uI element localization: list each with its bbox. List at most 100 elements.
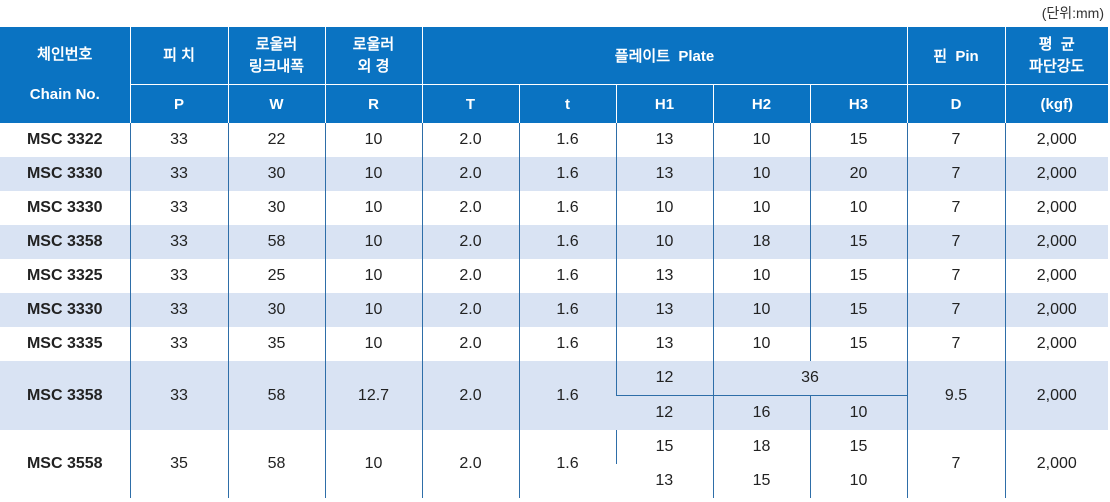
cell-H1: 13 [615,293,713,327]
chain-spec-table: 체인번호 Chain No. 피 치 로울러 링크내폭 로울러 외 경 플레이트… [0,27,1108,498]
cell-T: 2.0 [421,123,519,157]
header-sym-T: T [421,84,519,123]
cell-R: 10 [324,293,422,327]
cell-H1: 10 [615,225,713,259]
cell-H3: 20 [809,157,907,191]
cell-t: 1.6 [518,191,616,225]
cell-P: 33 [129,293,228,327]
cell-H1: 13 [615,123,713,157]
unit-note: (단위:mm) [1041,5,1104,21]
cell-T: 2.0 [421,361,519,430]
cell-name: MSC 3335 [26,335,103,352]
header-strength: 평 균 파단강도 [1004,27,1108,85]
header-sym-P: P [129,84,228,123]
cell-T: 2.0 [421,430,519,498]
cell-H3: 15 [809,327,907,361]
header-sym-R: R [324,84,422,123]
cell-D: 7 [906,327,1005,361]
cell-H2-H3: 36 [712,361,907,396]
cell-W: 25 [227,259,325,293]
cell-name: MSC 3330 [26,199,103,216]
cell-H2: 10 [712,259,810,293]
cell-H1: 13 [615,259,713,293]
cell-P: 33 [129,191,228,225]
cell-kgf: 2,000 [1004,327,1108,361]
cell-H3: 10 [809,191,907,225]
table-row: MSC 3325 33 25 10 2.0 1.6 13 10 15 7 2,000 [0,259,1108,293]
cell-H1: 12 [616,395,713,430]
cell-H3: 15 [809,225,907,259]
cell-t: 1.6 [518,225,616,259]
cell-T: 2.0 [421,191,519,225]
cell-t: 1.6 [518,157,616,191]
cell-t: 1.6 [518,123,616,157]
cell-R: 10 [324,430,422,498]
cell-R: 10 [324,123,422,157]
table-row: MSC 3322 33 22 10 2.0 1.6 13 10 15 7 2,000 [0,123,1108,157]
cell-W: 58 [227,361,325,430]
cell-D: 7 [906,191,1005,225]
cell-D: 7 [906,293,1005,327]
cell-name: MSC 3358 [0,225,130,259]
cell-t: 1.6 [518,293,616,327]
header-chain-no: 체인번호 Chain No. [0,27,130,123]
cell-H3: 10 [809,395,907,430]
cell-t: 1.6 [518,327,616,361]
header-sym-H2: H2 [712,84,810,123]
cell-H2: 18 [712,225,810,259]
cell-P: 33 [129,361,228,430]
cell-T: 2.0 [421,293,519,327]
cell-H1: 10 [615,191,713,225]
cell-H1: 15 [615,430,713,464]
header-strength-unit: (kgf) [1004,84,1108,123]
cell-W: 30 [227,293,325,327]
table-row: 12 16 10 [0,395,1108,430]
cell-R: 10 [324,191,422,225]
cell-H3: 15 [809,430,907,464]
cell-kgf: 2,000 [1004,191,1108,225]
cell-D: 7 [906,123,1005,157]
cell-name: MSC 3330 [0,157,130,191]
cell-R: 10 [324,259,422,293]
cell-H1: 13 [615,157,713,191]
cell-t: 1.6 [518,259,616,293]
cell-name: MSC 3558 [26,455,103,472]
cell-kgf: 2,000 [1004,259,1108,293]
cell-H2: 10 [712,123,810,157]
cell-H1: 13 [615,327,713,361]
cell-T: 2.0 [421,259,519,293]
cell-kgf: 2,000 [1004,225,1108,259]
cell-P: 33 [129,123,228,157]
cell-W: 58 [227,225,325,259]
cell-name: MSC 3358 [0,361,130,430]
cell-H3: 15 [809,259,907,293]
cell-t: 1.6 [518,430,616,498]
cell-P: 33 [129,225,228,259]
cell-kgf: 2,000 [1004,157,1108,191]
table-row: MSC 3330 33 30 10 2.0 1.6 13 10 15 7 2,000 [0,293,1108,327]
cell-P: 33 [129,259,228,293]
cell-R: 10 [324,157,422,191]
header-pitch: 피 치 [129,27,228,85]
cell-H2: 10 [712,157,810,191]
cell-D: 7 [906,225,1005,259]
header-pin: 핀 Pin [906,27,1005,85]
cell-W: 30 [227,157,325,191]
cell-H2: 15 [712,464,810,498]
table-row: MSC 3558 35 58 10 2.0 1.6 15 18 15 7 2,0… [0,430,1108,498]
cell-name: MSC 3322 [26,131,103,148]
cell-t: 1.6 [518,361,616,430]
table-row: MSC 3330 33 30 10 2.0 1.6 10 10 10 7 2,000 [0,191,1108,225]
header-plate: 플레이트 Plate [421,27,907,85]
cell-H3: 15 [809,293,907,327]
header-sym-t: t [518,84,616,123]
cell-D: 7 [906,157,1005,191]
cell-kgf: 2,000 [1004,430,1108,498]
cell-H1: 12 [615,361,713,396]
table-row: MSC 3330 33 30 10 2.0 1.6 13 10 20 7 2,000 [0,157,1108,191]
table-row: 13 15 10 [0,464,1108,498]
cell-T: 2.0 [421,327,519,361]
cell-D: 7 [906,430,1005,498]
cell-kgf: 2,000 [1004,293,1108,327]
cell-W: 35 [227,327,325,361]
